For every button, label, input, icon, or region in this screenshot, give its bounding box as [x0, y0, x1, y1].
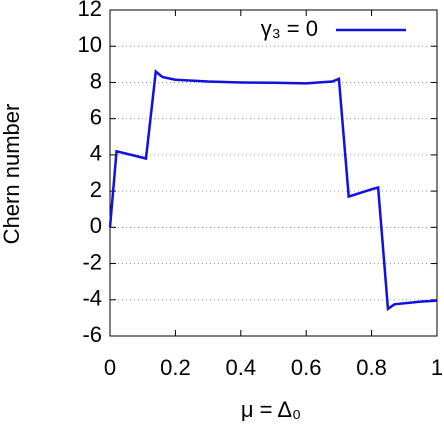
x-tick-label: 0.4 [226, 355, 257, 380]
y-tick-label: 10 [78, 32, 102, 57]
y-tick-label: -2 [82, 249, 102, 274]
legend-label: γ₃ = 0 [261, 16, 318, 41]
y-tick-label: -6 [82, 322, 102, 347]
y-tick-label: 8 [90, 68, 102, 93]
y-tick-label: -4 [82, 286, 102, 311]
y-tick-label: 12 [78, 0, 102, 21]
x-tick-label: 0.2 [160, 355, 191, 380]
x-tick-label: 1 [431, 355, 443, 380]
y-tick-label: 0 [90, 213, 102, 238]
y-tick-label: 4 [90, 141, 102, 166]
data-line [108, 69, 438, 312]
x-tick-label: 0.8 [356, 355, 387, 380]
plot-frame [109, 9, 438, 337]
x-tick-label: 0.6 [291, 355, 322, 380]
y-axis-label: Chern number [0, 104, 24, 245]
y-tick-label: 6 [90, 104, 102, 129]
x-tick-label: 0 [104, 355, 116, 380]
x-axis-label: μ = Δ₀ [241, 397, 301, 422]
y-tick-label: 2 [90, 177, 102, 202]
